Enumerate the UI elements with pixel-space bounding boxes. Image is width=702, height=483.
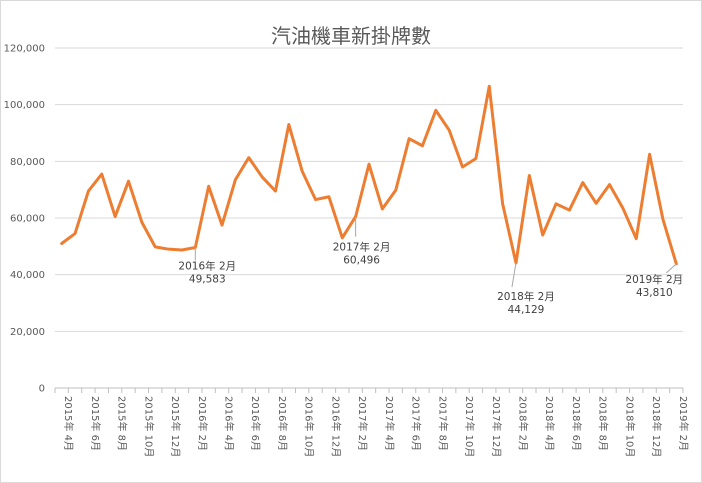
- x-tick-label: 2015年 8月: [116, 396, 129, 451]
- series-layer: [60, 84, 678, 266]
- y-tick-label: 20,000: [10, 327, 45, 338]
- annotation-date: 2016年 2月: [178, 260, 236, 273]
- annotation-value: 60,496: [343, 255, 380, 267]
- x-axis: 2015年 4月 2015年 6月 2015年 8月 2015年 10月 2015年 1…: [54, 388, 690, 457]
- x-tick-label: 2015年 4月: [62, 396, 75, 451]
- x-tick-label: 2016年 2月: [196, 396, 209, 451]
- x-tick-label: 2017年 4月: [383, 396, 396, 451]
- x-tick-label: 2018年 10月: [623, 396, 636, 457]
- x-tick-label: 2018年 6月: [570, 396, 583, 451]
- annotation-value: 44,129: [508, 304, 545, 316]
- x-tick-label: 2016年 10月: [303, 396, 316, 457]
- chart-title: 汽油機車新掛牌數: [271, 24, 431, 48]
- y-tick-label: 40,000: [10, 270, 45, 281]
- x-tick-label: 2015年 12月: [169, 396, 182, 457]
- annotation-leader: [511, 262, 517, 288]
- y-tick-label: 80,000: [10, 157, 45, 168]
- series-line: [60, 84, 678, 266]
- x-tick-label: 2015年 6月: [89, 396, 102, 451]
- gridlines: [55, 47, 683, 389]
- x-tick-label: 2017年 6月: [410, 396, 423, 451]
- y-tick-label: 0: [39, 384, 45, 395]
- annotation-value: 43,810: [636, 287, 673, 299]
- y-axis: 0 20,000 40,000 60,000 80,000 100,000 120,000: [4, 44, 45, 395]
- x-tick-label: 2017年 12月: [490, 396, 503, 457]
- annotation-date: 2019年 2月: [625, 273, 683, 286]
- x-tick-label: 2016年 6月: [249, 396, 262, 451]
- annotation-value: 49,583: [189, 274, 226, 286]
- x-tick-label: 2017年 10月: [463, 396, 476, 457]
- x-tick-label: 2018年 8月: [597, 396, 610, 451]
- annotation-date: 2018年 2月: [497, 290, 555, 303]
- x-tick-label: 2017年 8月: [436, 396, 449, 451]
- y-tick-label: 60,000: [10, 214, 45, 225]
- x-tick-label: 2018年 2月: [516, 396, 529, 451]
- x-tick-label: 2017年 2月: [356, 396, 369, 451]
- x-tick-label: 2016年 4月: [223, 396, 236, 451]
- x-tick-label: 2015年 10月: [142, 396, 155, 457]
- y-tick-label: 120,000: [4, 44, 45, 55]
- x-tick-label: 2018年 12月: [650, 396, 663, 457]
- x-tick-label: 2018年 4月: [543, 396, 556, 451]
- annotation-leader: [665, 263, 677, 274]
- x-tick-label: 2019年 2月: [677, 396, 690, 451]
- annotation-date: 2017年 2月: [333, 241, 391, 254]
- y-tick-label: 100,000: [4, 100, 45, 111]
- x-tick-label: 2016年 12月: [329, 396, 342, 457]
- x-tick-label: 2016年 8月: [276, 396, 289, 451]
